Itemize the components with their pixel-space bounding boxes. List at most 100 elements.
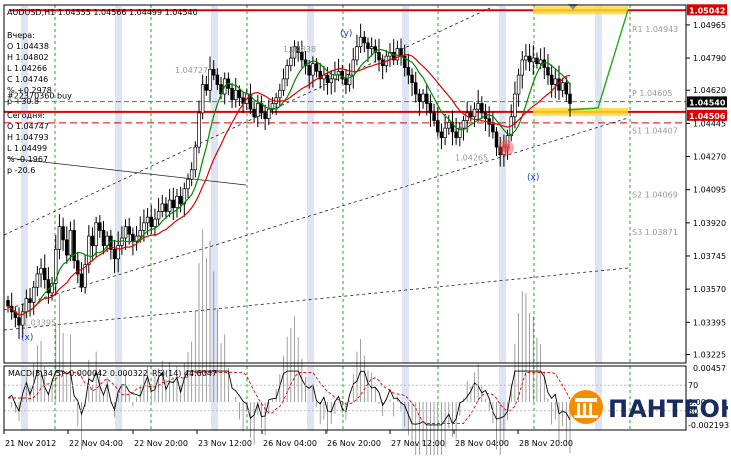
candle-body [204,84,209,91]
candle-body [395,48,400,61]
candle-body [535,57,539,65]
session-band [21,6,28,363]
pivot-level-label: S3 1.03871 [632,228,678,237]
candle-body [20,311,25,326]
candle-body [351,59,356,76]
candle-body [230,87,234,101]
price-tick-label: 1.03745 [693,252,726,261]
candle-body [355,46,359,61]
candle-body [524,55,528,61]
yesterday-high: H 1.04802 [7,53,49,62]
session-band [402,6,409,363]
rsi-axis-70: 70 [688,381,698,390]
candle-body [513,93,517,118]
swing-low-marker-core [502,144,510,152]
candle-body [211,69,216,76]
candle-body [153,218,157,227]
price-badge [687,109,727,121]
candle-body [402,55,407,68]
candle-body [436,120,440,133]
candle-body [307,65,311,76]
today-pips: p -20.6 [7,166,36,175]
candle-body [340,70,345,80]
candle-body [300,52,304,61]
candle-body [278,89,282,99]
time-tick-label: 22 Nov 20:00 [134,439,188,448]
candle-body [369,46,374,49]
candle-body [76,260,80,275]
candle-body [516,74,521,95]
candle-body [406,67,411,76]
candle-body [87,235,91,265]
pivot-level-label: S1 1.04407 [632,127,678,136]
candle-body [178,195,183,205]
candle-body [373,46,378,53]
candle-body [98,222,102,231]
candle-body [377,52,381,61]
candle-body [413,82,418,95]
price-badge [687,4,727,16]
candle-body [487,118,491,125]
candle-body [289,57,293,66]
yesterday-pips: p +30.8 [7,97,40,106]
candle-body [28,298,32,303]
candle-body [476,103,480,110]
target-zone-top [533,6,628,15]
candle-body [538,59,543,65]
channel-middle [3,117,629,311]
candle-body [90,235,95,246]
macd-axis-bottom: -0.002193 [688,421,729,430]
candle-body [120,237,124,246]
candle-body [450,122,455,133]
candle-body [171,199,176,209]
yesterday-open: O 1.04438 [7,42,49,51]
candle-body [432,112,436,121]
time-tick-label: 22 Nov 04:00 [69,439,123,448]
today-open: O 1.04747 [7,122,49,131]
main-plot-frame [3,4,687,364]
session-band [307,6,314,363]
candle-body [31,286,36,303]
time-tick-label: 27 Nov 12:00 [391,439,445,448]
candle-body [142,222,146,231]
candle-body [347,74,352,85]
candle-body [83,264,87,288]
session-band [499,6,506,363]
candle-body [292,46,297,59]
candle-body [101,230,106,246]
candle-body [424,93,429,104]
price-badge [687,96,727,108]
candle-body [498,146,502,155]
price-badge-label: 1.04540 [689,98,726,107]
candle-body [311,63,315,76]
candle-body [17,317,21,326]
candle-body [237,89,242,99]
trend-line [7,157,247,186]
candle-body [454,131,458,138]
candle-body [65,239,69,256]
pivot-level-label: S2 1.04069 [632,191,678,200]
session-band [115,6,122,363]
candle-body [318,70,322,80]
candle-body [156,211,161,220]
price-marker-label: 1.04265 [455,153,488,162]
pantheon-logo-icon: ПАНТЕОН [569,390,731,424]
ohlc-info: AUDUSD,H1 1.04555 1.04566 1.04499 1.0454… [7,7,198,176]
chart-header: AUDUSD,H1 1.04555 1.04566 1.04499 1.0454… [7,8,198,17]
session-band-indicator [21,367,28,430]
wave-label: (x) [527,173,539,183]
candle-body [6,300,10,307]
candle-body [208,69,212,91]
candle-body [391,52,396,61]
time-tick-label: 23 Nov 12:00 [198,439,252,448]
price-tick-label: 1.04270 [693,153,726,162]
pivot-level-label: R1 1.04943 [632,25,678,34]
candle-body [24,298,29,313]
candle-body [233,89,238,101]
candle-body [35,273,40,288]
candle-body [568,93,572,104]
price-tick-label: 1.03570 [693,285,726,294]
candle-body [149,216,154,227]
candle-body [344,78,348,85]
